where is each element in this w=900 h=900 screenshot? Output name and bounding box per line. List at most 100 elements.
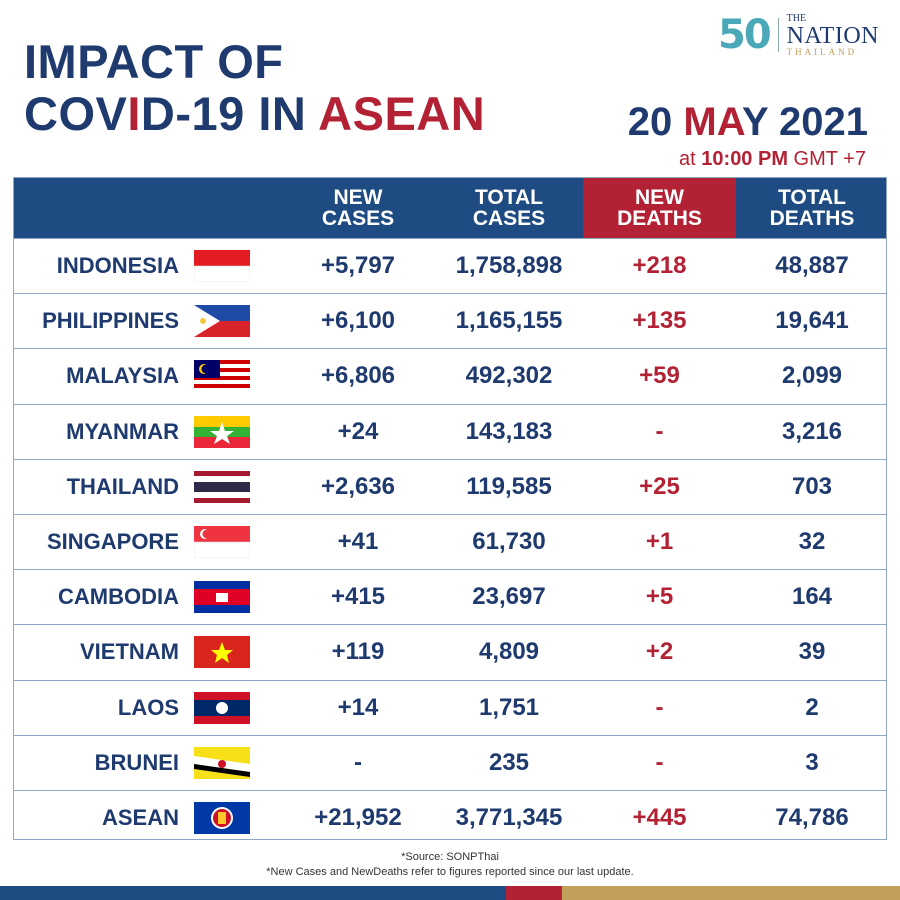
new-deaths-cell: +1 [645, 528, 674, 556]
country-name: BRUNEI [94, 749, 179, 775]
new-deaths-cell: +5 [645, 583, 674, 611]
country-name: ASEAN [101, 805, 179, 831]
country-name: VIETNAM [80, 639, 179, 665]
covid-table: NEW CASES TOTAL CASES NEW DEATHS TOTAL DEATH… [13, 177, 887, 840]
country-name: THAILAND [66, 473, 179, 499]
country-name: SINGAPORE [46, 529, 179, 555]
title-line-1: IMPACT OF [24, 35, 284, 88]
time-clock: 10:00 PM [701, 148, 788, 170]
nation-thailand-logo: 50 THE NATION THAILAND [718, 10, 896, 60]
header-line: DEATHS [769, 207, 855, 230]
footer-bar-red [506, 886, 562, 900]
page-title: IMPACT OF COVID-19 IN ASEAN [24, 36, 485, 140]
total-deaths-cell: 3,216 [781, 417, 843, 445]
new-deaths-cell: +2 [645, 638, 674, 666]
header-line: TOTAL [474, 186, 544, 209]
total-deaths-cell: 703 [791, 472, 833, 500]
total-cases-cell: 119,585 [466, 472, 552, 500]
title-part: D-19 IN [140, 87, 319, 140]
table-row: VIETNAM +119 4,809 +2 39 [14, 624, 886, 679]
title-part: COV [24, 87, 128, 140]
new-cases-cell: +24 [337, 417, 379, 445]
new-cases-cell: +14 [337, 693, 379, 721]
total-deaths-cell: 2,099 [781, 362, 843, 390]
total-deaths-cell: 3 [805, 748, 819, 776]
laos-flag-icon [194, 691, 250, 724]
header-line: NEW [333, 186, 383, 209]
vietnam-flag-icon [194, 636, 250, 669]
total-deaths-cell: 164 [791, 583, 833, 611]
philippines-flag-icon [194, 305, 250, 338]
total-cases-cell: 492,302 [465, 362, 553, 390]
cambodia-flag-icon [194, 581, 250, 614]
header-total-deaths: TOTAL DEATHS [736, 178, 888, 238]
new-deaths-cell: +59 [639, 362, 680, 390]
indonesia-flag-icon [194, 250, 250, 283]
new-cases-cell: +6,806 [320, 362, 396, 390]
header-line: TOTAL [777, 186, 847, 209]
country-name: MYANMAR [66, 418, 179, 444]
total-deaths-cell: 39 [798, 638, 826, 666]
table-row: MALAYSIA +6,806 492,302 +59 2,099 [14, 348, 886, 403]
footer-bar-blue [0, 886, 506, 900]
title-part-red: I [127, 87, 141, 140]
date-part-red: MA [683, 100, 742, 144]
report-time: at 10:00 PM GMT +7 [679, 148, 866, 171]
new-cases-cell: +6,100 [320, 307, 396, 335]
logo-divider [777, 18, 779, 52]
header-line: CASES [321, 207, 395, 230]
footnote: *New Cases and NewDeaths refer to figure… [266, 866, 634, 878]
new-cases-cell: - [354, 748, 362, 776]
footer-bar-gold [562, 886, 900, 900]
asean-flag-icon [194, 802, 250, 835]
total-deaths-cell: 74,786 [775, 804, 849, 832]
country-name: INDONESIA [56, 253, 179, 279]
logo-thailand: THAILAND [786, 46, 858, 57]
country-name: LAOS [117, 694, 179, 720]
new-deaths-cell: +135 [632, 307, 687, 335]
table-row: SINGAPORE +41 61,730 +1 32 [14, 514, 886, 569]
source-note: *Source: SONPThai [401, 851, 499, 863]
total-deaths-cell: 2 [805, 693, 819, 721]
total-cases-cell: 235 [488, 748, 530, 776]
new-deaths-cell: +445 [632, 804, 687, 832]
table-row: PHILIPPINES +6,100 1,165,155 +135 19,641 [14, 293, 886, 348]
new-cases-cell: +415 [330, 583, 386, 611]
new-deaths-cell: - [655, 693, 664, 721]
table-row: ASEAN +21,952 3,771,345 +445 74,786 [14, 790, 886, 845]
table-row: MYANMAR +24 143,183 - 3,216 [14, 403, 886, 459]
logo-wordmark: THE NATION THAILAND [786, 13, 879, 57]
new-deaths-cell: +25 [639, 472, 680, 500]
date-part: Y 2021 [741, 100, 868, 144]
header-line: NEW [635, 186, 684, 209]
myanmar-flag-icon [194, 415, 250, 448]
header-new-deaths: NEW DEATHS [583, 178, 736, 238]
table-row: CAMBODIA +415 23,697 +5 164 [14, 569, 886, 624]
total-deaths-cell: 48,887 [775, 252, 849, 280]
total-cases-cell: 61,730 [472, 528, 546, 556]
date-part: 20 [627, 100, 684, 144]
table-row: THAILAND +2,636 119,585 +25 703 [14, 458, 886, 514]
total-cases-cell: 23,697 [472, 583, 546, 611]
table-header: NEW CASES TOTAL CASES NEW DEATHS TOTAL DEATH… [14, 178, 886, 238]
country-name: CAMBODIA [58, 584, 179, 610]
brunei-flag-icon [194, 746, 250, 779]
total-cases-cell: 4,809 [478, 638, 540, 666]
malaysia-flag-icon [194, 360, 250, 393]
fifty-years-mark: 50 [718, 12, 772, 58]
thailand-flag-icon [194, 470, 250, 503]
table-row: BRUNEI - 235 - 3 [14, 734, 886, 790]
total-cases-cell: 3,771,345 [455, 804, 563, 832]
country-name: MALAYSIA [66, 363, 179, 389]
new-cases-cell: +41 [337, 528, 379, 556]
new-deaths-cell: +218 [632, 252, 687, 280]
header-total-cases: TOTAL CASES [434, 178, 584, 238]
time-at: at [679, 148, 702, 170]
table-row: INDONESIA +5,797 1,758,898 +218 48,887 [14, 238, 886, 293]
header-line: CASES [472, 207, 546, 230]
total-deaths-cell: 19,641 [775, 307, 849, 335]
header-new-cases: NEW CASES [282, 178, 434, 238]
total-cases-cell: 1,165,155 [455, 307, 563, 335]
time-zone: GMT +7 [788, 148, 866, 170]
total-cases-cell: 143,183 [465, 417, 553, 445]
